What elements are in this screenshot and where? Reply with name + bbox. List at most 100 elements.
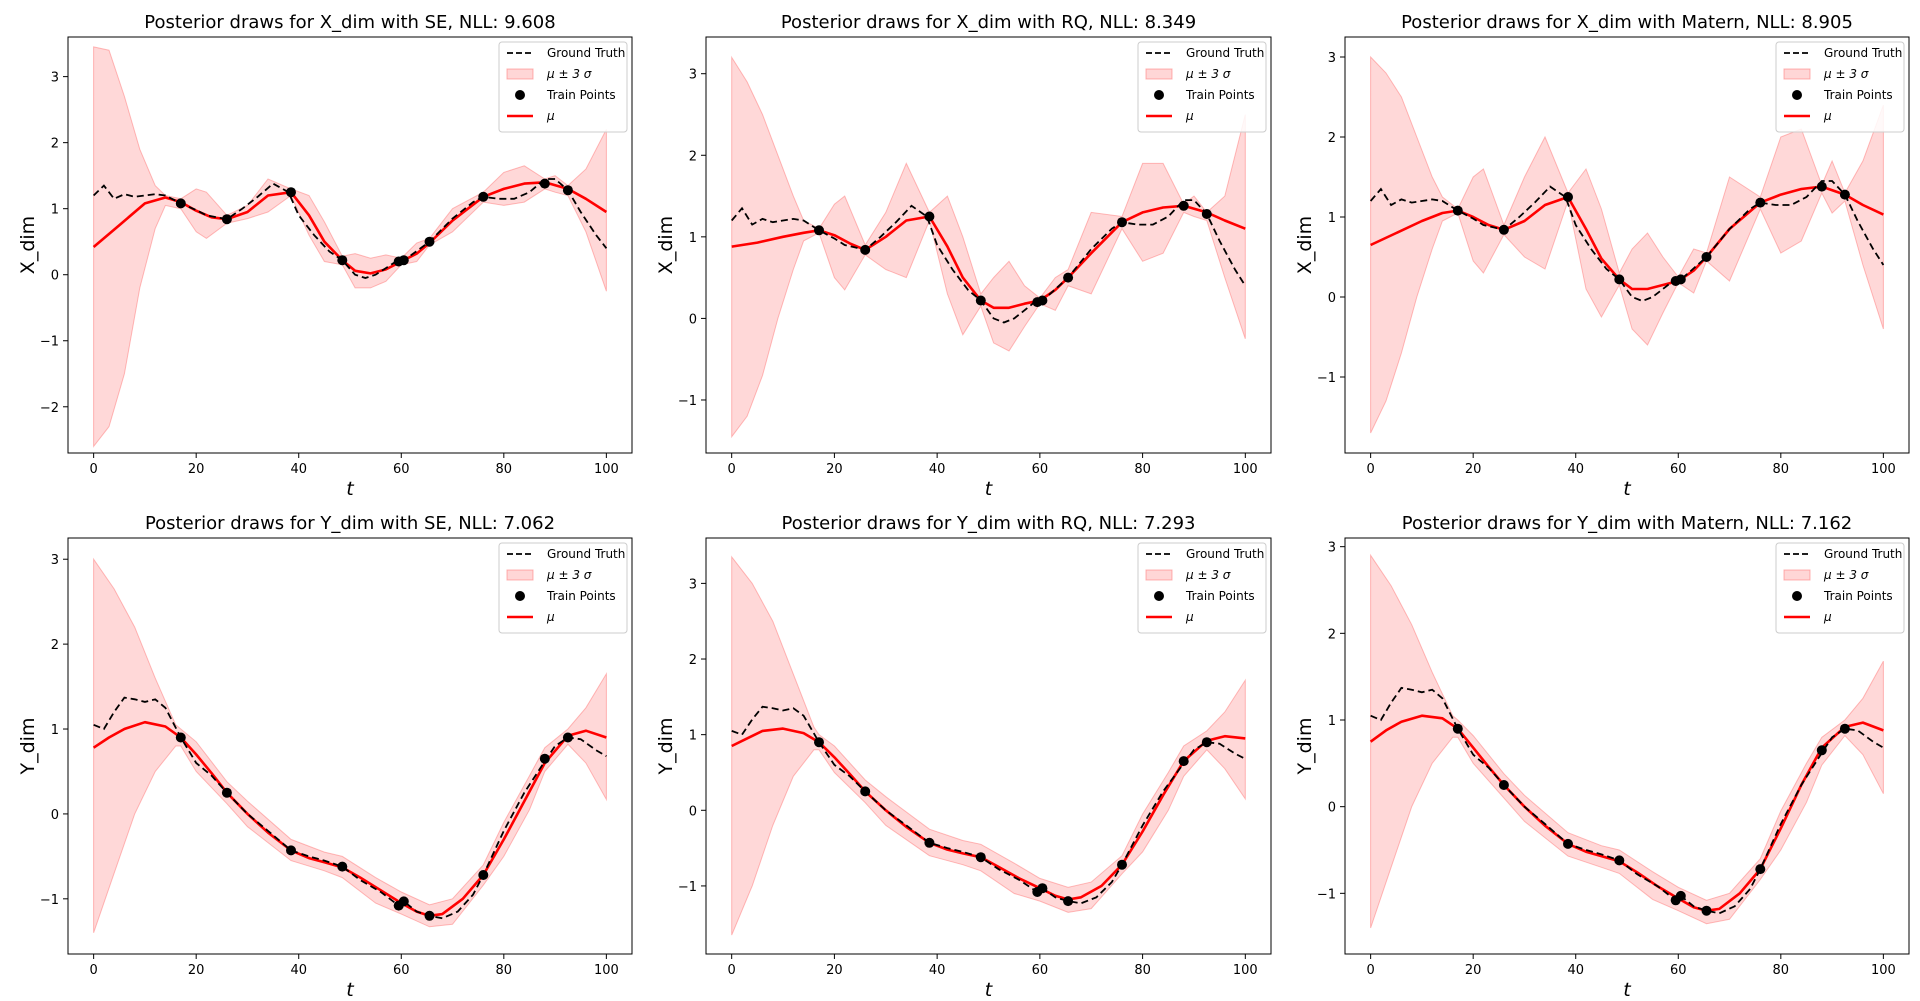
x-tick-label: 60 xyxy=(1670,462,1687,477)
legend-handle-train-points xyxy=(1154,591,1164,601)
legend-label: μ ± 3 σ xyxy=(546,568,592,582)
x-tick-label: 40 xyxy=(1567,963,1584,978)
y-tick-label: 3 xyxy=(1328,51,1336,66)
train-point xyxy=(814,737,824,748)
x-tick-label: 0 xyxy=(728,963,736,978)
train-point xyxy=(562,732,573,743)
train-point xyxy=(1839,189,1850,200)
train-point xyxy=(1063,896,1074,907)
train-point xyxy=(424,910,435,921)
y-axis-label: X_dim xyxy=(17,216,39,274)
legend: Ground Truth μ ± 3 σ Train Points μ xyxy=(1137,542,1267,634)
subplot-1: 0 20 40 60 80 100 −2 −1 0 1 2 3 Posterior draws for … xyxy=(17,12,633,500)
x-tick-label: 80 xyxy=(1134,963,1151,978)
train-point xyxy=(478,870,489,880)
train-point xyxy=(1178,200,1189,211)
legend-handle-band xyxy=(1145,68,1173,80)
train-point xyxy=(1563,838,1573,849)
train-point xyxy=(424,236,435,247)
y-axis-label: Y_dim xyxy=(655,718,677,776)
legend-label: μ xyxy=(1185,610,1194,624)
y-tick-label: 1 xyxy=(689,231,697,246)
train-point xyxy=(1037,883,1048,894)
x-tick-label: 60 xyxy=(1032,963,1049,978)
x-axis-label: t xyxy=(346,478,355,500)
legend-handle-train-points xyxy=(1792,591,1802,601)
train-point xyxy=(539,178,550,189)
ground-truth-line xyxy=(1369,180,1885,302)
legend: Ground Truth μ ± 3 σ Train Points μ xyxy=(1775,542,1905,634)
train-point xyxy=(1816,181,1827,192)
train-point xyxy=(337,255,348,266)
chart-title: Posterior draws for X_dim with RQ, NLL: … xyxy=(781,12,1196,33)
y-tick-label: 1 xyxy=(689,729,697,744)
legend-label: Ground Truth xyxy=(547,46,625,60)
confidence-band xyxy=(731,55,1246,439)
train-point xyxy=(1701,905,1712,916)
legend-box xyxy=(1775,41,1905,133)
y-tick-label: −1 xyxy=(678,394,697,409)
x-tick-label: 100 xyxy=(1871,462,1896,477)
legend-handle-band xyxy=(1783,68,1811,80)
legend-label: Ground Truth xyxy=(1186,46,1264,60)
subplot-2: 0 20 40 60 80 100 −1 0 1 2 3 Posterior draws for X_… xyxy=(655,12,1272,500)
x-tick-label: 40 xyxy=(290,963,307,978)
x-axis-label: t xyxy=(985,478,994,500)
y-axis-label: Y_dim xyxy=(1294,718,1316,776)
legend-label: Train Points xyxy=(1185,589,1255,603)
y-tick-label: 0 xyxy=(1328,801,1336,816)
x-axis-label: t xyxy=(1623,478,1632,500)
train-point xyxy=(398,255,409,266)
y-tick-label: 3 xyxy=(689,577,697,592)
x-axis-label: t xyxy=(346,979,355,1001)
y-tick-label: 1 xyxy=(1328,211,1336,226)
legend-label: μ ± 3 σ xyxy=(546,67,592,81)
train-point xyxy=(1498,780,1509,790)
legend-handle-band xyxy=(1783,569,1811,581)
x-tick-label: 20 xyxy=(826,963,843,978)
legend-label: μ xyxy=(546,610,555,624)
legend-label: Train Points xyxy=(546,88,616,102)
legend-label: Train Points xyxy=(546,589,616,603)
chart-title: Posterior draws for Y_dim with Matern, N… xyxy=(1402,513,1852,534)
axes-frame xyxy=(67,537,633,955)
y-tick-label: 1 xyxy=(51,723,59,738)
x-tick-label: 80 xyxy=(1134,462,1151,477)
train-point xyxy=(1701,252,1712,262)
y-axis-label: X_dim xyxy=(1294,216,1316,274)
legend-label: μ ± 3 σ xyxy=(1823,568,1869,582)
mean-line xyxy=(731,204,1246,310)
legend-handle-band xyxy=(1145,569,1173,581)
train-point xyxy=(175,198,186,209)
legend-label: Train Points xyxy=(1185,88,1255,102)
train-point xyxy=(1117,859,1127,870)
legend-handle-train-points xyxy=(515,591,525,601)
x-tick-label: 60 xyxy=(1032,462,1049,477)
train-point xyxy=(860,244,871,255)
train-point xyxy=(924,837,935,848)
train-point xyxy=(398,896,409,907)
train-point xyxy=(221,787,232,798)
legend-label: Ground Truth xyxy=(1824,46,1902,60)
x-tick-label: 60 xyxy=(393,462,410,477)
train-point xyxy=(1563,192,1573,202)
chart-title: Posterior draws for X_dim with Matern, N… xyxy=(1401,12,1853,33)
axes-frame xyxy=(1344,537,1910,955)
y-tick-label: 2 xyxy=(1328,131,1336,146)
x-tick-label: 20 xyxy=(1465,963,1482,978)
legend-handle-train-points xyxy=(1154,90,1164,100)
legend-label: μ xyxy=(1823,610,1832,624)
x-tick-label: 0 xyxy=(1366,462,1374,477)
legend: Ground Truth μ ± 3 σ Train Points μ xyxy=(1137,41,1267,133)
x-tick-label: 20 xyxy=(1465,462,1482,477)
train-point xyxy=(175,732,186,743)
train-point xyxy=(1675,274,1686,285)
axes-frame xyxy=(67,36,633,454)
y-tick-label: −1 xyxy=(40,335,59,350)
axes-frame xyxy=(705,537,1272,955)
y-tick-label: 3 xyxy=(51,71,59,86)
train-point xyxy=(1201,737,1212,748)
y-tick-label: 0 xyxy=(1328,291,1336,306)
subplot-5: 0 20 40 60 80 100 −1 0 1 2 3 Posterior draws for Y_… xyxy=(655,513,1272,1001)
subplot-6: 0 20 40 60 80 100 −1 0 1 2 3 Posterior draws for Y_… xyxy=(1294,513,1910,1001)
